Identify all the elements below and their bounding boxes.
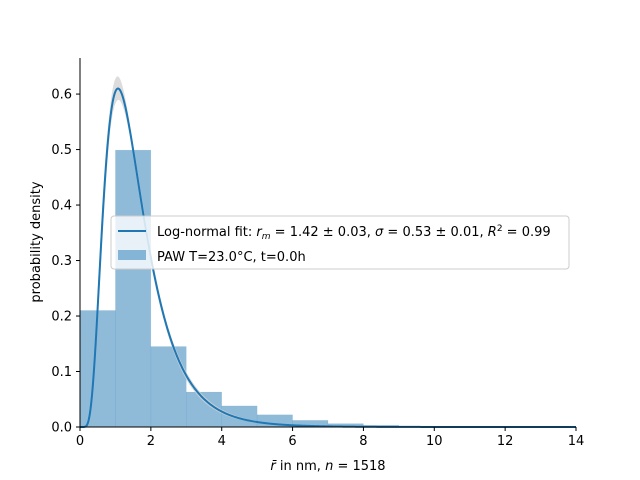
x-tick-label: 8 <box>359 434 367 449</box>
y-tick-label: 0.4 <box>51 199 72 214</box>
histogram-bar <box>221 405 258 428</box>
x-tick-label: 12 <box>497 434 514 449</box>
histogram-bar <box>115 149 152 428</box>
legend-hist-label: PAW T=23.0°C, t=0.0h <box>157 250 306 265</box>
x-tick-label: 0 <box>76 434 84 449</box>
legend: Log-normal fit: rm = 1.42 ± 0.03, σ = 0.… <box>110 215 570 270</box>
y-tick-label: 0.2 <box>51 310 72 325</box>
x-tick-label: 4 <box>218 434 226 449</box>
x-tick-label: 2 <box>147 434 155 449</box>
y-axis-ticks: 0.0 0.1 0.2 0.3 0.4 0.5 0.6 <box>51 88 80 436</box>
legend-hist-swatch <box>118 250 146 260</box>
legend-fit-label: Log-normal fit: rm = 1.42 ± 0.03, σ = 0.… <box>157 224 551 242</box>
y-tick-label: 0.6 <box>51 88 72 103</box>
x-tick-label: 6 <box>288 434 296 449</box>
histogram-bar <box>150 346 187 428</box>
x-axis-label: r̄ in nm, n = 1518 <box>270 459 385 474</box>
y-tick-label: 0.5 <box>51 143 72 158</box>
x-tick-label: 14 <box>568 434 585 449</box>
histogram-bars <box>79 149 577 428</box>
y-axis-label: probability density <box>29 181 44 302</box>
x-axis-ticks: 0 2 4 6 8 10 12 14 <box>76 427 584 449</box>
y-tick-label: 0.3 <box>51 254 72 269</box>
legend-frame <box>110 215 570 270</box>
y-tick-label: 0.1 <box>51 365 72 380</box>
x-tick-label: 10 <box>426 434 443 449</box>
histogram-bar <box>79 310 116 428</box>
y-tick-label: 0.0 <box>51 421 72 436</box>
